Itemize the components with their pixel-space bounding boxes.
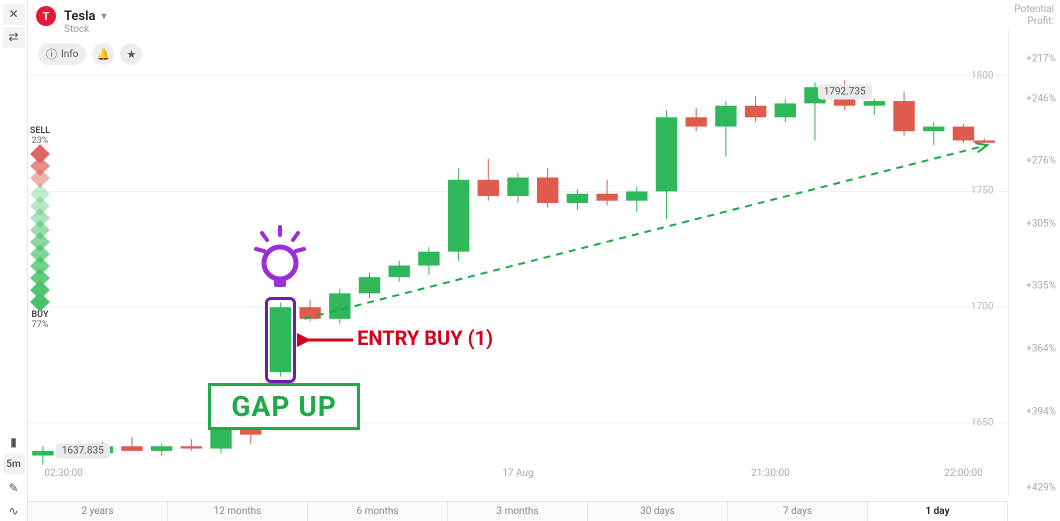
gap-up-label: GAP UP — [208, 383, 359, 430]
candle-tool-icon[interactable]: ▮ — [3, 432, 25, 453]
x-axis-label: 22:00:00 — [944, 468, 983, 479]
y-axis: 1650170017501800+217%+246%+276%+305%+335… — [1008, 28, 1060, 497]
interval-30-days[interactable]: 30 days — [588, 502, 728, 521]
alert-button[interactable]: 🔔 — [92, 43, 114, 65]
highlighted-candle — [265, 297, 296, 383]
pct-axis-label: +305% — [1026, 218, 1056, 229]
buy-bar — [33, 188, 47, 308]
x-axis-label: 17 Aug — [502, 468, 533, 479]
price-axis-label: 1650 — [971, 418, 993, 429]
chart-canvas — [28, 64, 1008, 481]
interval-bar: 2 years12 months6 months3 months30 days7… — [28, 501, 1008, 521]
info-label: Info — [61, 49, 78, 60]
x-axis-label: 21:30:00 — [751, 468, 790, 479]
chevron-down-icon: ▼ — [99, 11, 108, 22]
interval-7-days[interactable]: 7 days — [728, 502, 868, 521]
price-axis-label: 1800 — [971, 70, 993, 81]
symbol-selector[interactable]: Tesla ▼ — [64, 9, 108, 24]
potential-profit-label: Potential Profit: — [1014, 4, 1054, 28]
timeframe-button[interactable]: 5m — [3, 454, 25, 475]
price-chart[interactable]: SELL 23% BUY 77% 02:30:00 17 Aug 21:30:00 2… — [28, 64, 1008, 481]
pct-axis-label: +335% — [1026, 281, 1056, 292]
sentiment-gauge: SELL 23% BUY 77% — [28, 126, 52, 330]
interval-3-months[interactable]: 3 months — [448, 502, 588, 521]
lightbulb-icon — [250, 225, 310, 299]
info-button[interactable]: ⓘ Info — [38, 43, 86, 65]
swap-button[interactable]: ⇄ — [3, 27, 25, 48]
indicator-tool-icon[interactable]: ∿ — [3, 500, 25, 521]
left-toolbar: ✕ ⇄ ▮ 5m ✎ ∿ — [0, 0, 28, 521]
entry-buy-label: ENTRY BUY (1) — [357, 326, 493, 350]
interval-1-day[interactable]: 1 day — [868, 502, 1008, 521]
pct-axis-label: +394% — [1026, 406, 1056, 417]
x-axis-label: 02:30:00 — [44, 468, 83, 479]
symbol-logo: T — [36, 6, 56, 26]
pct-axis-label: +276% — [1026, 156, 1056, 167]
pct-axis-label: +246% — [1026, 93, 1056, 104]
pct-axis-label: +364% — [1026, 343, 1056, 354]
symbol-name: Tesla — [64, 9, 95, 24]
last-price-tooltip: 1637.835 — [56, 444, 110, 459]
chart-header: T Tesla ▼ Stock ⓘ Info 🔔 ★ — [28, 0, 1004, 64]
price-tooltip: 1792.735 — [818, 85, 872, 100]
favorite-button[interactable]: ★ — [120, 43, 142, 65]
interval-6-months[interactable]: 6 months — [308, 502, 448, 521]
bell-icon: 🔔 — [97, 48, 111, 61]
interval-2-years[interactable]: 2 years — [28, 502, 168, 521]
price-axis-label: 1750 — [971, 186, 993, 197]
sell-label: SELL — [30, 126, 50, 136]
star-icon: ★ — [126, 48, 136, 61]
symbol-type: Stock — [64, 24, 996, 35]
pct-axis-label: +217% — [1026, 54, 1056, 65]
entry-arrow — [297, 331, 355, 349]
buy-pct: 77% — [32, 320, 49, 330]
close-button[interactable]: ✕ — [3, 4, 25, 25]
sell-bar — [33, 148, 47, 184]
pct-axis-label: +429% — [1026, 482, 1056, 493]
interval-12-months[interactable]: 12 months — [168, 502, 308, 521]
info-icon: ⓘ — [46, 46, 57, 62]
draw-tool-icon[interactable]: ✎ — [3, 477, 25, 498]
price-axis-label: 1700 — [971, 302, 993, 313]
